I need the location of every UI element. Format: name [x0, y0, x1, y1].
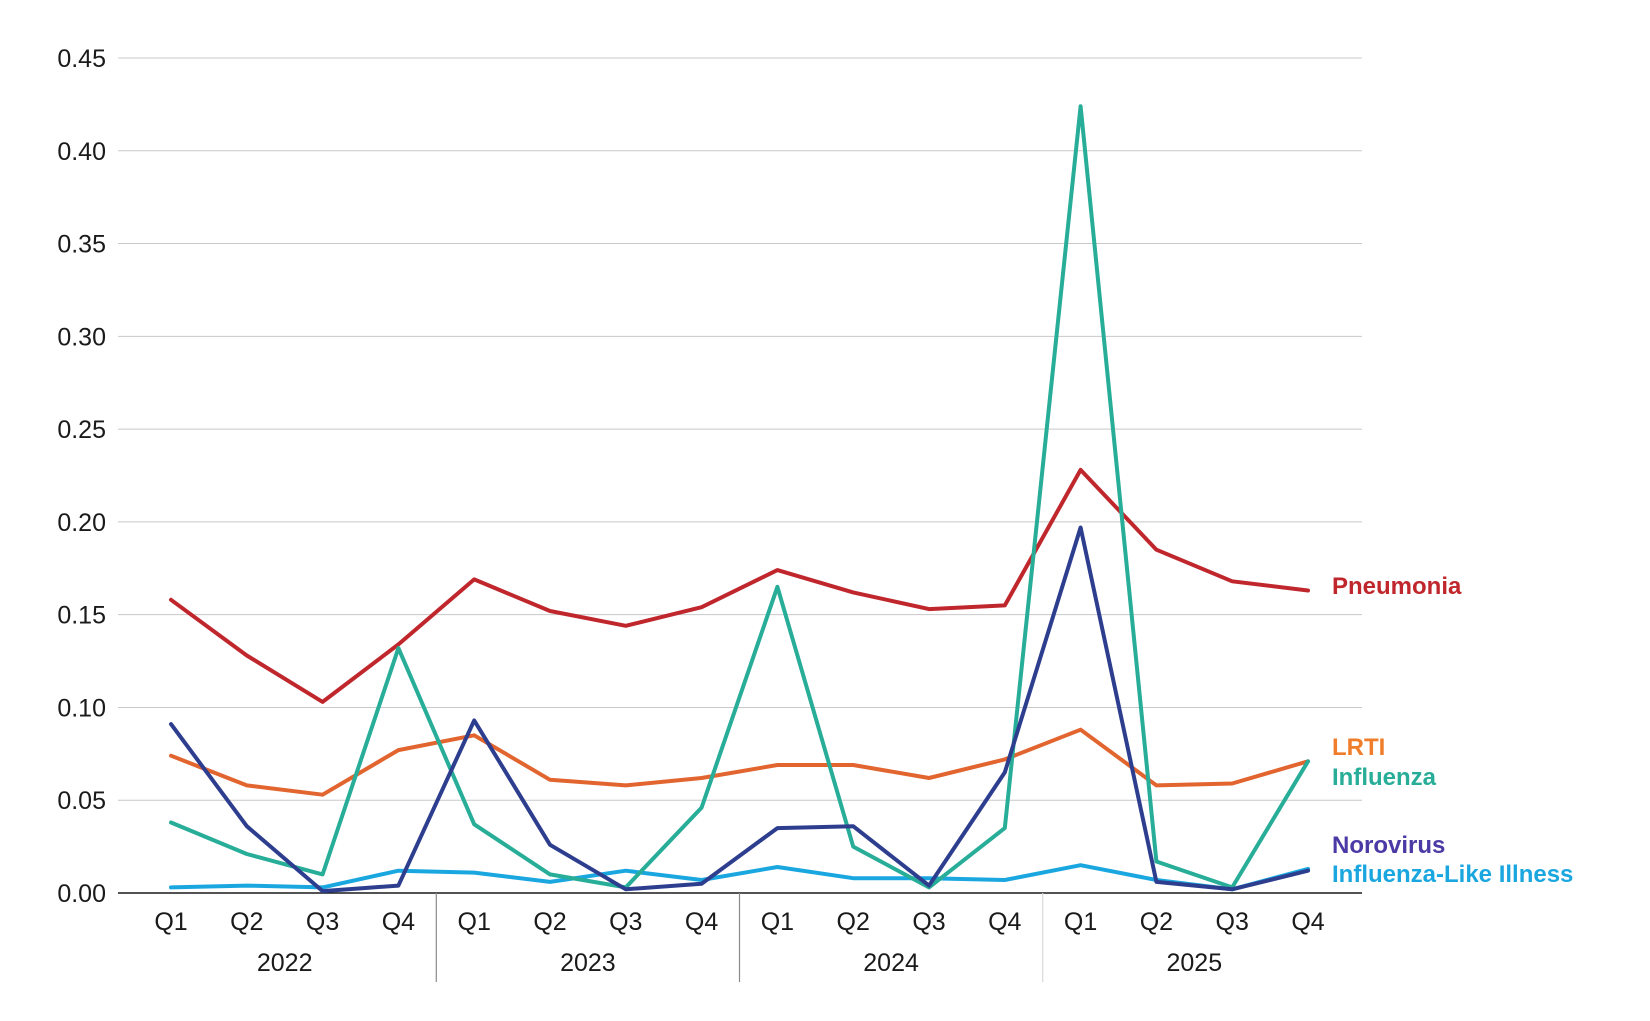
y-tick-label: 0.10	[57, 694, 106, 722]
y-axis: 0.00 0.05 0.10 0.15 0.20 0.25 0.30 0.35 0.40 0.45	[57, 45, 106, 908]
x-tick-label: Q1	[458, 908, 491, 936]
x-tick-label: Q1	[1064, 908, 1097, 936]
series-label: Influenza-Like Illness	[1332, 861, 1573, 888]
y-tick-label: 0.25	[57, 416, 106, 444]
x-group-label: 2023	[560, 949, 616, 977]
y-tick-label: 0.45	[57, 45, 106, 73]
y-tick-label: 0.15	[57, 602, 106, 630]
x-group-label: 2022	[257, 949, 313, 977]
x-tick-label: Q2	[533, 908, 566, 936]
y-tick-label: 0.35	[57, 231, 106, 259]
y-tick-label: 0.05	[57, 787, 106, 815]
y-tick-label: 0.00	[57, 880, 106, 908]
x-tick-label: Q2	[1140, 908, 1173, 936]
y-tick-label: 0.40	[57, 138, 106, 166]
x-tick-label: Q4	[685, 908, 718, 936]
series-lines	[169, 104, 1310, 894]
series-line-influenza	[169, 104, 1310, 890]
y-tick-label: 0.30	[57, 323, 106, 351]
gridlines	[118, 57, 1362, 801]
series-line-influenza-like-illness	[169, 863, 1310, 892]
x-axis: Q1 Q2 Q3 Q4 Q1 Q2 Q3 Q4 Q1 Q2 Q3 Q4 Q1 Q2 Q3 Q4 2022 2023…	[118, 892, 1362, 982]
series-label: Pneumonia	[1332, 573, 1462, 600]
series-label: LRTI	[1332, 734, 1385, 761]
x-tick-label: Q4	[1291, 908, 1324, 936]
x-tick-label: Q1	[154, 908, 187, 936]
x-tick-label: Q3	[1216, 908, 1249, 936]
x-group-label: 2024	[863, 949, 919, 977]
y-tick-label: 0.20	[57, 509, 106, 537]
series-labels: Pneumonia LRTI Influenza NorovirusInfluenza…	[1332, 573, 1573, 888]
x-tick-label: Q1	[761, 908, 794, 936]
x-group-label: 2025	[1166, 949, 1222, 977]
series-line-norovirus	[169, 525, 1310, 894]
x-tick-label: Q3	[609, 908, 642, 936]
series-line-pneumonia	[169, 467, 1310, 704]
x-tick-label: Q3	[912, 908, 945, 936]
x-tick-label: Q3	[306, 908, 339, 936]
x-tick-label: Q4	[988, 908, 1021, 936]
x-tick-label: Q2	[230, 908, 263, 936]
series-line-lrti	[169, 727, 1310, 797]
series-label: Norovirus	[1332, 832, 1445, 859]
x-tick-label: Q4	[382, 908, 415, 936]
x-tick-label: Q2	[837, 908, 870, 936]
series-label: Influenza	[1332, 764, 1437, 791]
